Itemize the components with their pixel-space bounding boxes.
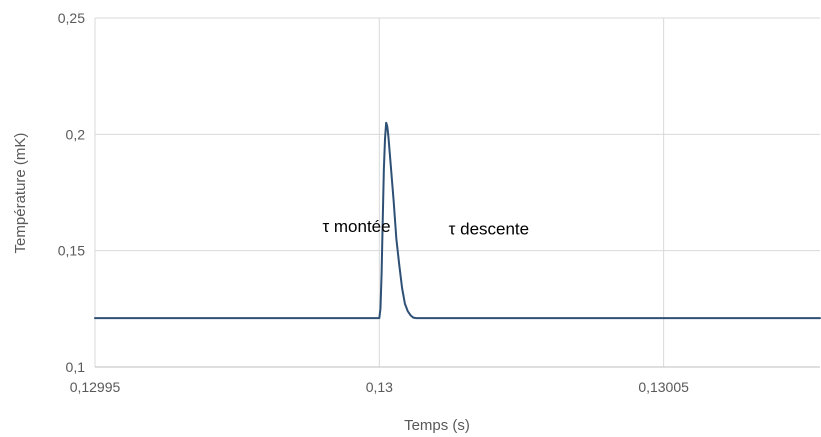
- y-tick-label-0: 0,1: [66, 359, 86, 375]
- y-tick-label-1: 0,15: [58, 243, 85, 259]
- x-tick-label-0: 0,12995: [70, 379, 121, 395]
- y-tick-label-2: 0,2: [66, 126, 86, 142]
- y-tick-labels: 0,1 0,15 0,2 0,25: [58, 10, 85, 375]
- x-axis-title: Temps (s): [404, 417, 470, 434]
- y-tick-label-3: 0,25: [58, 10, 85, 26]
- annotation-0: τ montée: [322, 217, 390, 236]
- annotation-1: τ descente: [449, 219, 529, 238]
- grid: [94, 17, 820, 367]
- annotations: τ montée τ descente: [322, 217, 529, 238]
- x-tick-labels: 0,12995 0,13 0,13005: [70, 379, 689, 395]
- series: [94, 121, 821, 320]
- y-axis-title: Température (mK): [12, 133, 29, 254]
- x-tick-label-1: 0,13: [366, 379, 393, 395]
- series-line-0: [94, 121, 821, 320]
- x-tick-label-2: 0,13005: [638, 379, 689, 395]
